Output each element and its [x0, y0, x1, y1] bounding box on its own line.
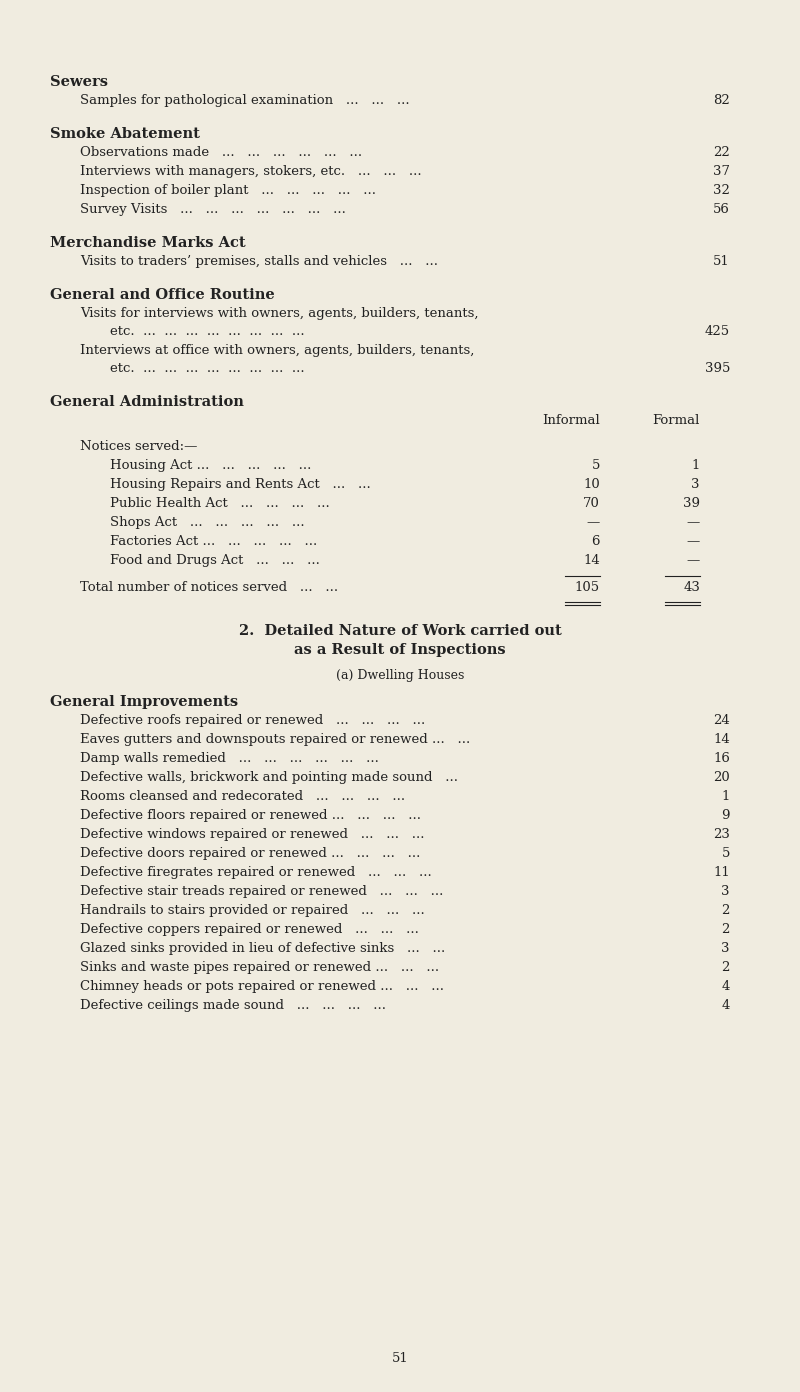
Text: —: — [686, 554, 700, 567]
Text: 2: 2 [722, 903, 730, 917]
Text: Defective roofs repaired or renewed   ...   ...   ...   ...: Defective roofs repaired or renewed ... … [80, 714, 426, 727]
Text: Interviews with managers, stokers, etc.   ...   ...   ...: Interviews with managers, stokers, etc. … [80, 166, 422, 178]
Text: Samples for pathological examination   ...   ...   ...: Samples for pathological examination ...… [80, 95, 410, 107]
Text: Sinks and waste pipes repaired or renewed ...   ...   ...: Sinks and waste pipes repaired or renewe… [80, 960, 439, 974]
Text: 3: 3 [722, 942, 730, 955]
Text: 23: 23 [713, 828, 730, 841]
Text: 11: 11 [714, 866, 730, 878]
Text: 70: 70 [583, 497, 600, 509]
Text: 4: 4 [722, 980, 730, 992]
Text: Eaves gutters and downspouts repaired or renewed ...   ...: Eaves gutters and downspouts repaired or… [80, 734, 470, 746]
Text: 14: 14 [714, 734, 730, 746]
Text: 82: 82 [714, 95, 730, 107]
Text: Handrails to stairs provided or repaired   ...   ...   ...: Handrails to stairs provided or repaired… [80, 903, 425, 917]
Text: as a Result of Inspections: as a Result of Inspections [294, 643, 506, 657]
Text: 1: 1 [692, 459, 700, 472]
Text: Total number of notices served   ...   ...: Total number of notices served ... ... [80, 580, 338, 594]
Text: Defective windows repaired or renewed   ...   ...   ...: Defective windows repaired or renewed ..… [80, 828, 425, 841]
Text: Housing Repairs and Rents Act   ...   ...: Housing Repairs and Rents Act ... ... [110, 477, 370, 491]
Text: Damp walls remedied   ...   ...   ...   ...   ...   ...: Damp walls remedied ... ... ... ... ... … [80, 752, 379, 766]
Text: Defective firegrates repaired or renewed   ...   ...   ...: Defective firegrates repaired or renewed… [80, 866, 432, 878]
Text: 425: 425 [705, 324, 730, 338]
Text: Defective coppers repaired or renewed   ...   ...   ...: Defective coppers repaired or renewed ..… [80, 923, 419, 935]
Text: 105: 105 [575, 580, 600, 594]
Text: 22: 22 [714, 146, 730, 159]
Text: 6: 6 [591, 535, 600, 548]
Text: Defective doors repaired or renewed ...   ...   ...   ...: Defective doors repaired or renewed ... … [80, 846, 420, 860]
Text: 3: 3 [691, 477, 700, 491]
Text: —: — [686, 516, 700, 529]
Text: 4: 4 [722, 999, 730, 1012]
Text: Shops Act   ...   ...   ...   ...   ...: Shops Act ... ... ... ... ... [110, 516, 305, 529]
Text: 37: 37 [713, 166, 730, 178]
Text: 2.  Detailed Nature of Work carried out: 2. Detailed Nature of Work carried out [238, 624, 562, 638]
Text: Observations made   ...   ...   ...   ...   ...   ...: Observations made ... ... ... ... ... ..… [80, 146, 362, 159]
Text: Defective walls, brickwork and pointing made sound   ...: Defective walls, brickwork and pointing … [80, 771, 458, 784]
Text: (a) Dwelling Houses: (a) Dwelling Houses [336, 670, 464, 682]
Text: 32: 32 [713, 184, 730, 198]
Text: 24: 24 [714, 714, 730, 727]
Text: Notices served:—: Notices served:— [80, 440, 198, 452]
Text: 1: 1 [722, 791, 730, 803]
Text: Glazed sinks provided in lieu of defective sinks   ...   ...: Glazed sinks provided in lieu of defecti… [80, 942, 446, 955]
Text: Informal: Informal [542, 413, 600, 427]
Text: —: — [586, 516, 600, 529]
Text: Merchandise Marks Act: Merchandise Marks Act [50, 237, 246, 251]
Text: 43: 43 [683, 580, 700, 594]
Text: 5: 5 [592, 459, 600, 472]
Text: Interviews at office with owners, agents, builders, tenants,: Interviews at office with owners, agents… [80, 344, 474, 356]
Text: Visits to traders’ premises, stalls and vehicles   ...   ...: Visits to traders’ premises, stalls and … [80, 255, 438, 269]
Text: Defective ceilings made sound   ...   ...   ...   ...: Defective ceilings made sound ... ... ..… [80, 999, 386, 1012]
Text: 2: 2 [722, 960, 730, 974]
Text: 56: 56 [713, 203, 730, 216]
Text: Factories Act ...   ...   ...   ...   ...: Factories Act ... ... ... ... ... [110, 535, 318, 548]
Text: General and Office Routine: General and Office Routine [50, 288, 274, 302]
Text: 51: 51 [392, 1352, 408, 1366]
Text: 16: 16 [713, 752, 730, 766]
Text: General Administration: General Administration [50, 395, 244, 409]
Text: 14: 14 [583, 554, 600, 567]
Text: etc.  ...  ...  ...  ...  ...  ...  ...  ...: etc. ... ... ... ... ... ... ... ... [110, 362, 305, 374]
Text: Public Health Act   ...   ...   ...   ...: Public Health Act ... ... ... ... [110, 497, 330, 509]
Text: Housing Act ...   ...   ...   ...   ...: Housing Act ... ... ... ... ... [110, 459, 311, 472]
Text: etc.  ...  ...  ...  ...  ...  ...  ...  ...: etc. ... ... ... ... ... ... ... ... [110, 324, 305, 338]
Text: 395: 395 [705, 362, 730, 374]
Text: Food and Drugs Act   ...   ...   ...: Food and Drugs Act ... ... ... [110, 554, 320, 567]
Text: Chimney heads or pots repaired or renewed ...   ...   ...: Chimney heads or pots repaired or renewe… [80, 980, 444, 992]
Text: 10: 10 [583, 477, 600, 491]
Text: General Improvements: General Improvements [50, 695, 238, 709]
Text: 51: 51 [714, 255, 730, 269]
Text: 39: 39 [683, 497, 700, 509]
Text: 3: 3 [722, 885, 730, 898]
Text: Visits for interviews with owners, agents, builders, tenants,: Visits for interviews with owners, agent… [80, 308, 478, 320]
Text: Sewers: Sewers [50, 75, 108, 89]
Text: Smoke Abatement: Smoke Abatement [50, 127, 200, 141]
Text: Survey Visits   ...   ...   ...   ...   ...   ...   ...: Survey Visits ... ... ... ... ... ... ..… [80, 203, 346, 216]
Text: Formal: Formal [653, 413, 700, 427]
Text: —: — [686, 535, 700, 548]
Text: Defective stair treads repaired or renewed   ...   ...   ...: Defective stair treads repaired or renew… [80, 885, 443, 898]
Text: 2: 2 [722, 923, 730, 935]
Text: Inspection of boiler plant   ...   ...   ...   ...   ...: Inspection of boiler plant ... ... ... .… [80, 184, 376, 198]
Text: Defective floors repaired or renewed ...   ...   ...   ...: Defective floors repaired or renewed ...… [80, 809, 421, 823]
Text: 9: 9 [722, 809, 730, 823]
Text: Rooms cleansed and redecorated   ...   ...   ...   ...: Rooms cleansed and redecorated ... ... .… [80, 791, 405, 803]
Text: 20: 20 [714, 771, 730, 784]
Text: 5: 5 [722, 846, 730, 860]
